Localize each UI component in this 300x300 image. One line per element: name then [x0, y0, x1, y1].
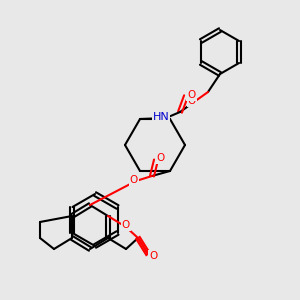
Text: O: O [157, 153, 165, 163]
Text: O: O [149, 251, 157, 261]
Text: O: O [130, 175, 138, 185]
Text: O: O [187, 90, 195, 100]
Text: HN: HN [153, 112, 169, 122]
Text: O: O [122, 220, 130, 230]
Text: O: O [188, 96, 196, 106]
